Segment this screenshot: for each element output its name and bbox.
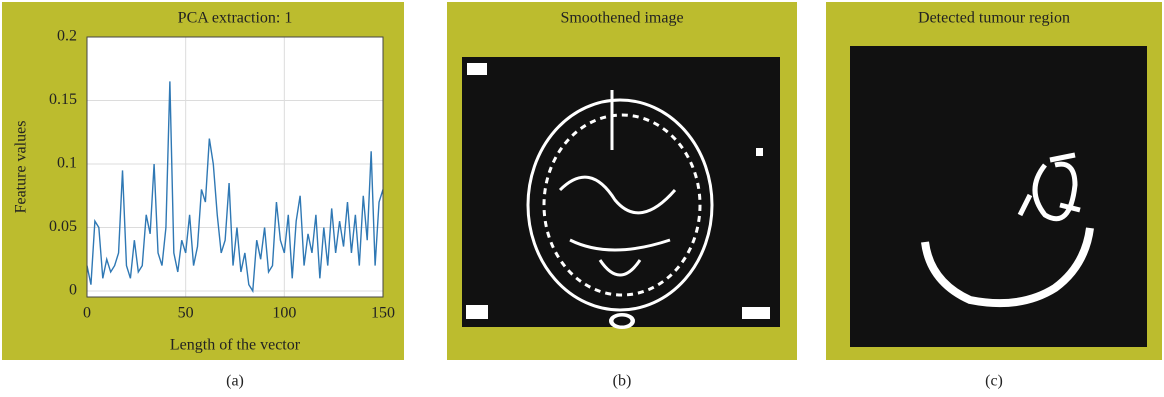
plot-area [87, 37, 383, 297]
y-tick-label: 0.2 [57, 28, 77, 45]
y-tick-label: 0.05 [49, 218, 77, 235]
y-tick-label: 0 [69, 282, 77, 299]
chart-title: PCA extraction: 1 [178, 10, 293, 27]
x-tick-label: 100 [272, 305, 296, 322]
caption: (a) [226, 373, 244, 390]
caption: (c) [985, 373, 1003, 390]
image [462, 57, 780, 327]
x-axis-label: Length of the vector [170, 337, 301, 354]
caption: (b) [613, 373, 632, 390]
x-tick-label: 150 [371, 305, 395, 322]
y-axis-label: Feature values [13, 121, 30, 214]
x-tick-label: 50 [178, 305, 194, 322]
figure: PCA extraction: 1 Length of the vector F… [0, 0, 1164, 397]
y-tick-label: 0.1 [57, 155, 77, 172]
image-title: Detected tumour region [918, 10, 1070, 27]
y-tick-label: 0.15 [49, 91, 77, 108]
image-title: Smoothened image [560, 10, 683, 27]
x-tick-label: 0 [83, 305, 91, 322]
